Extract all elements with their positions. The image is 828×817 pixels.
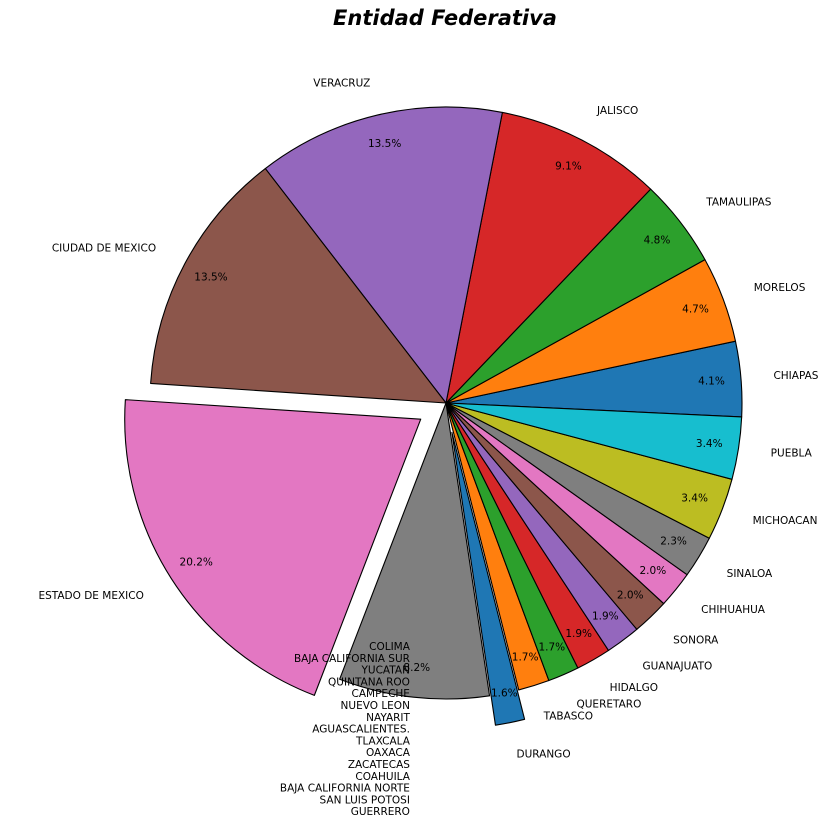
category-label-puebla: PUEBLA: [771, 447, 813, 459]
pct-label-guanajuato: 1.9%: [592, 611, 619, 623]
pct-label-sonora: 2.0%: [617, 589, 644, 601]
category-label-colima: COLIMA BAJA CALIFORNIA SUR YUCATAN QUINTANA…: [280, 641, 411, 817]
pct-label-puebla: 3.4%: [696, 438, 723, 450]
pie-slice-durango: [451, 431, 526, 726]
category-label-veracruz: VERACRUZ: [313, 77, 370, 89]
category-label-chiapas: CHIAPAS: [773, 370, 818, 382]
pct-label-chihuahua: 2.0%: [640, 565, 667, 577]
pct-label-michoacan: 3.4%: [681, 493, 708, 505]
category-label-tamaulipas: TAMAULIPAS: [705, 196, 771, 208]
pct-label-chiapas: 4.1%: [698, 375, 725, 387]
category-label-guanajuato: GUANAJUATO: [642, 660, 712, 672]
category-label-estado-de-mexico: ESTADO DE MEXICO: [38, 590, 143, 602]
pct-label-morelos: 4.7%: [682, 304, 709, 316]
category-label-sinaloa: SINALOA: [727, 568, 773, 580]
pie-slice-ciudad-de-mexico: [150, 167, 447, 404]
pie-slice-colima: [339, 402, 491, 700]
pct-label-sinaloa: 2.3%: [660, 535, 687, 547]
category-label-queretaro: QUERETARO: [576, 699, 641, 711]
pct-label-tamaulipas: 4.8%: [644, 234, 671, 246]
category-label-tabasco: TABASCO: [543, 711, 593, 723]
category-label-morelos: MORELOS: [754, 282, 806, 294]
pie-slice-puebla: [445, 402, 743, 480]
chart-title: Entidad Federativa: [333, 6, 557, 30]
pie-slice-estado-de-mexico: [124, 399, 422, 696]
category-label-michoacan: MICHOACAN: [753, 515, 818, 527]
pie-slice-veracruz: [264, 106, 503, 404]
pct-label-colima: 8.2%: [403, 662, 430, 674]
pct-label-hidalgo: 1.9%: [565, 628, 592, 640]
pct-label-ciudad-de-mexico: 13.5%: [194, 272, 227, 284]
category-label-jalisco: JALISCO: [596, 105, 638, 117]
pct-label-estado-de-mexico: 20.2%: [180, 557, 213, 569]
pie-slice-jalisco: [445, 111, 652, 404]
category-label-sonora: SONORA: [673, 634, 719, 646]
pct-label-queretaro: 1.7%: [538, 641, 565, 653]
pct-label-veracruz: 13.5%: [368, 138, 401, 150]
pct-label-jalisco: 9.1%: [555, 160, 582, 172]
pct-label-tabasco: 1.7%: [512, 651, 539, 663]
category-label-durango: DURANGO: [517, 749, 571, 761]
pct-label-durango: 1.6%: [491, 688, 518, 700]
category-label-hidalgo: HIDALGO: [610, 682, 658, 694]
category-label-chihuahua: CHIHUAHUA: [701, 604, 766, 616]
category-label-ciudad-de-mexico: CIUDAD DE MEXICO: [52, 242, 156, 254]
